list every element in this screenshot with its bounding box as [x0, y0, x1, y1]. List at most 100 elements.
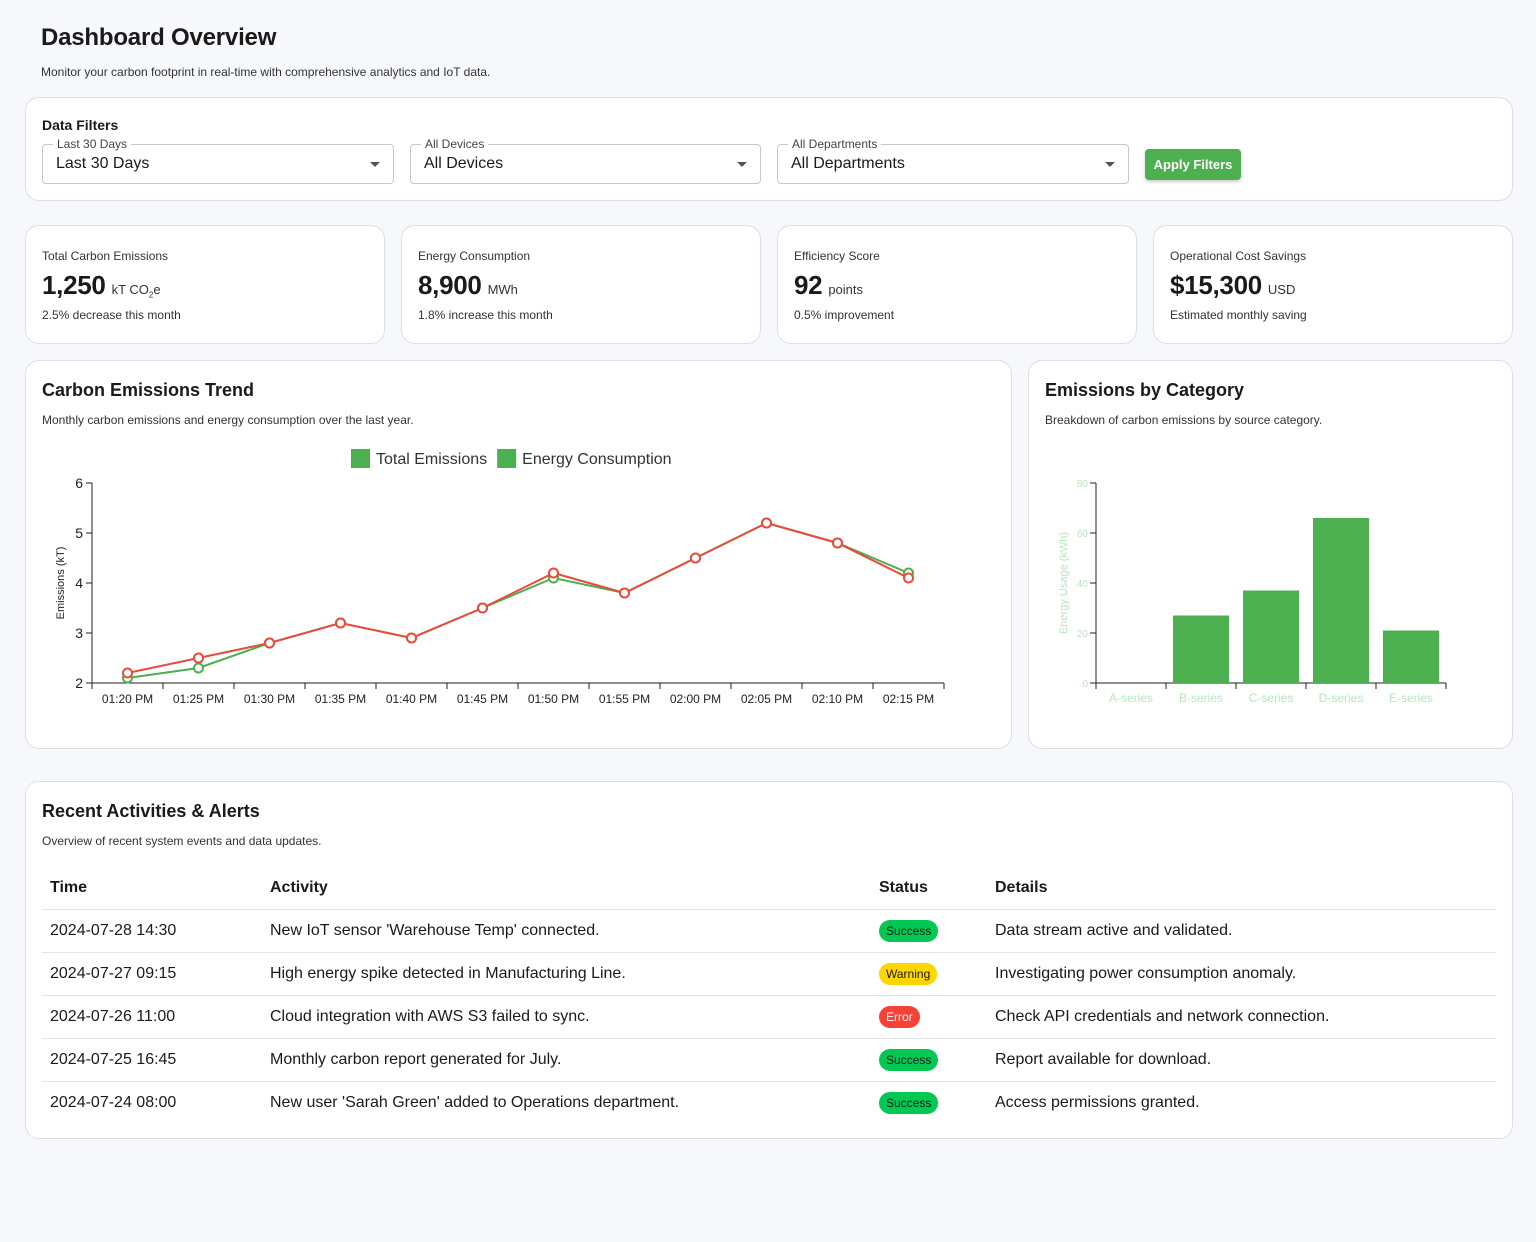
kpi-card-cost-savings: Operational Cost Savings $15,300 USD Esti… — [1153, 225, 1513, 344]
x-tick-label: 01:50 PM — [528, 692, 579, 706]
kpi-card-energy-consumption: Energy Consumption 8,900 MWh 1.8% increas… — [401, 225, 761, 344]
activity-time: 2024-07-26 11:00 — [42, 995, 262, 1039]
category-subtitle: Breakdown of carbon emissions by source … — [1045, 413, 1323, 427]
kpi-label: Energy Consumption — [418, 249, 531, 263]
table-row: 2024-07-27 09:15 High energy spike detect… — [42, 952, 1496, 996]
kpi-value-row: $15,300 USD — [1170, 270, 1295, 301]
kpi-note: Estimated monthly saving — [1170, 308, 1307, 322]
x-tick-label: 02:15 PM — [883, 692, 934, 706]
kpi-note: 1.8% increase this month — [418, 308, 553, 322]
apply-filters-button[interactable]: Apply Filters — [1145, 149, 1241, 180]
carbon-emissions-trend-card: Carbon Emissions Trend Monthly carbon em… — [25, 360, 1012, 749]
devices-label: All Devices — [421, 136, 489, 152]
x-tick-label: 02:10 PM — [812, 692, 863, 706]
data-point — [832, 537, 843, 549]
y-tick-label: 80 — [1077, 479, 1089, 490]
chevron-down-icon — [370, 162, 380, 167]
date-range-select[interactable]: Last 30 Days Last 30 Days — [42, 136, 394, 184]
activity-status-cell: Warning — [871, 952, 987, 996]
data-point — [903, 572, 914, 584]
data-point — [122, 667, 133, 679]
kpi-unit: USD — [1267, 282, 1296, 297]
data-point — [477, 602, 488, 614]
series-line — [127, 521, 909, 679]
activity-details: Investigating power consumption anomaly. — [987, 952, 1496, 996]
table-header-row: Time Activity Status Details — [42, 868, 1496, 910]
data-point — [548, 567, 559, 579]
activity-status-cell: Success — [871, 1081, 987, 1124]
x-tick-label: 01:20 PM — [102, 692, 153, 706]
column-header-status: Status — [871, 868, 987, 910]
x-tick-label: 01:45 PM — [457, 692, 508, 706]
table-row: 2024-07-26 11:00 Cloud integration with A… — [42, 995, 1496, 1039]
departments-select[interactable]: All Departments All Departments — [777, 136, 1129, 184]
y-axis-label: Emissions (kT) — [55, 547, 67, 620]
kpi-card-efficiency-score: Efficiency Score 92 points 0.5% improveme… — [777, 225, 1137, 344]
category-title: Emissions by Category — [1045, 380, 1245, 400]
y-tick-label: 2 — [75, 675, 83, 691]
data-point — [619, 587, 630, 599]
status-badge: Success — [879, 919, 939, 942]
activities-table: Time Activity Status Details 2024-07-28 … — [42, 868, 1496, 1124]
x-tick-label: B-series — [1179, 691, 1223, 705]
trend-chart: Total Emissions Energy Consumption 2 3 4 5 6 01… — [55, 449, 945, 706]
table-row: 2024-07-25 16:45 Monthly carbon report ge… — [42, 1038, 1496, 1082]
status-badge: Success — [879, 1048, 939, 1071]
date-range-label: Last 30 Days — [53, 136, 132, 152]
kpi-value: 92 — [794, 270, 823, 300]
filters-title: Data Filters — [42, 117, 119, 133]
series-line — [127, 521, 909, 674]
kpi-unit-text: kT CO — [111, 282, 149, 297]
series-energy-consumption — [122, 517, 914, 679]
y-axis-label: Energy Usage (kWh) — [1058, 532, 1070, 634]
table-row: 2024-07-24 08:00 New user 'Sarah Green' a… — [42, 1081, 1496, 1124]
departments-label: All Departments — [788, 136, 882, 152]
x-tick-label: 01:35 PM — [315, 692, 366, 706]
activity-status-cell: Success — [871, 1038, 987, 1082]
kpi-unit-tail: e — [153, 282, 161, 297]
x-tick-label: 01:30 PM — [244, 692, 295, 706]
page-title: Dashboard Overview — [41, 24, 277, 51]
data-point — [335, 617, 346, 629]
x-tick-label: E-series — [1389, 691, 1433, 705]
activity-details: Report available for download. — [987, 1038, 1496, 1082]
y-tick-label: 4 — [75, 575, 83, 591]
activity-status-cell: Success — [871, 909, 987, 953]
bar-d-series — [1313, 518, 1369, 683]
trend-subtitle: Monthly carbon emissions and energy cons… — [42, 413, 414, 427]
departments-value: All Departments — [791, 155, 905, 172]
bar-b-series — [1173, 615, 1229, 683]
status-badge: Warning — [879, 962, 938, 985]
kpi-value: 8,900 — [418, 270, 482, 300]
devices-select[interactable]: All Devices All Devices — [410, 136, 761, 184]
y-tick-label: 5 — [75, 525, 83, 541]
data-point — [761, 517, 772, 529]
data-point — [406, 632, 417, 644]
x-tick-label: D-series — [1319, 691, 1364, 705]
activity-status-cell: Error — [871, 995, 987, 1039]
data-filters-panel: Data Filters Last 30 Days Last 30 Days A… — [25, 97, 1513, 201]
activity-details: Access permissions granted. — [995, 1093, 1200, 1111]
series-total-emissions — [122, 517, 914, 684]
emissions-by-category-card: Emissions by Category Breakdown of carbo… — [1028, 360, 1513, 749]
activity-description: New IoT sensor 'Warehouse Temp' connecte… — [262, 909, 871, 953]
activity-details: Check API credentials and network connec… — [987, 995, 1496, 1039]
activity-details: Data stream active and validated. — [987, 909, 1496, 953]
bar-c-series — [1243, 590, 1299, 683]
y-tick-label: 3 — [75, 625, 83, 641]
activities-subtitle: Overview of recent system events and dat… — [42, 834, 322, 848]
date-range-value: Last 30 Days — [56, 155, 150, 172]
kpi-unit: kT CO2e — [111, 282, 161, 300]
table-row: 2024-07-28 14:30 New IoT sensor 'Warehous… — [42, 909, 1496, 953]
activity-description: High energy spike detected in Manufactur… — [262, 952, 871, 996]
activity-time: 2024-07-27 09:15 — [42, 952, 262, 996]
kpi-value-row: 8,900 MWh — [418, 270, 518, 301]
kpi-unit: points — [828, 282, 864, 297]
y-tick-label: 40 — [1077, 579, 1089, 590]
column-header-details: Details — [987, 868, 1496, 910]
x-tick-label: A-series — [1109, 691, 1153, 705]
y-tick-label: 20 — [1077, 629, 1089, 640]
kpi-label: Total Carbon Emissions — [42, 249, 169, 263]
kpi-label: Efficiency Score — [794, 249, 880, 263]
kpi-value-row: 92 points — [794, 270, 863, 301]
